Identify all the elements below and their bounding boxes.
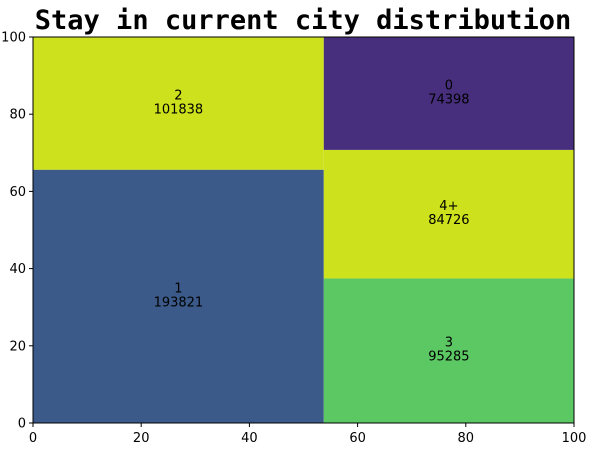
y-tick-label: 60 bbox=[9, 185, 26, 200]
y-tick-label: 0 bbox=[18, 417, 26, 432]
y-tick-label: 20 bbox=[9, 339, 26, 354]
rect-category-label: 1 bbox=[174, 281, 182, 296]
chart-title: Stay in current city distribution bbox=[35, 5, 571, 36]
rect-value-label: 95285 bbox=[428, 350, 469, 365]
x-axis: 0 20 40 60 80 100 bbox=[29, 423, 587, 446]
treemap-rect-2 bbox=[33, 37, 324, 170]
x-tick-label: 20 bbox=[133, 431, 150, 446]
rect-value-label: 84726 bbox=[428, 213, 469, 228]
rect-category-label: 3 bbox=[445, 336, 453, 351]
rect-value-label: 74398 bbox=[428, 92, 469, 107]
plot-frame bbox=[32, 36, 575, 424]
y-tick-label: 40 bbox=[9, 262, 26, 277]
y-tick-label: 100 bbox=[1, 31, 26, 46]
rect-category-label: 2 bbox=[174, 88, 182, 103]
rect-category-label: 4+ bbox=[439, 199, 458, 214]
rect-value-label: 101838 bbox=[154, 102, 204, 117]
treemap-rects bbox=[33, 37, 574, 423]
rect-value-label: 193821 bbox=[154, 295, 204, 310]
treemap-rect-1 bbox=[33, 169, 324, 423]
x-tick-label: 0 bbox=[29, 431, 37, 446]
x-tick-label: 40 bbox=[241, 431, 258, 446]
treemap-rect-4plus bbox=[323, 149, 574, 279]
treemap-rect-0 bbox=[323, 37, 574, 150]
treemap-rect-3 bbox=[323, 278, 574, 423]
rect-category-label: 0 bbox=[445, 78, 453, 93]
y-axis: 0 20 40 60 80 100 bbox=[1, 31, 33, 432]
x-tick-label: 80 bbox=[458, 431, 475, 446]
y-tick-label: 80 bbox=[9, 108, 26, 123]
x-tick-label: 100 bbox=[562, 431, 587, 446]
x-tick-label: 60 bbox=[349, 431, 366, 446]
